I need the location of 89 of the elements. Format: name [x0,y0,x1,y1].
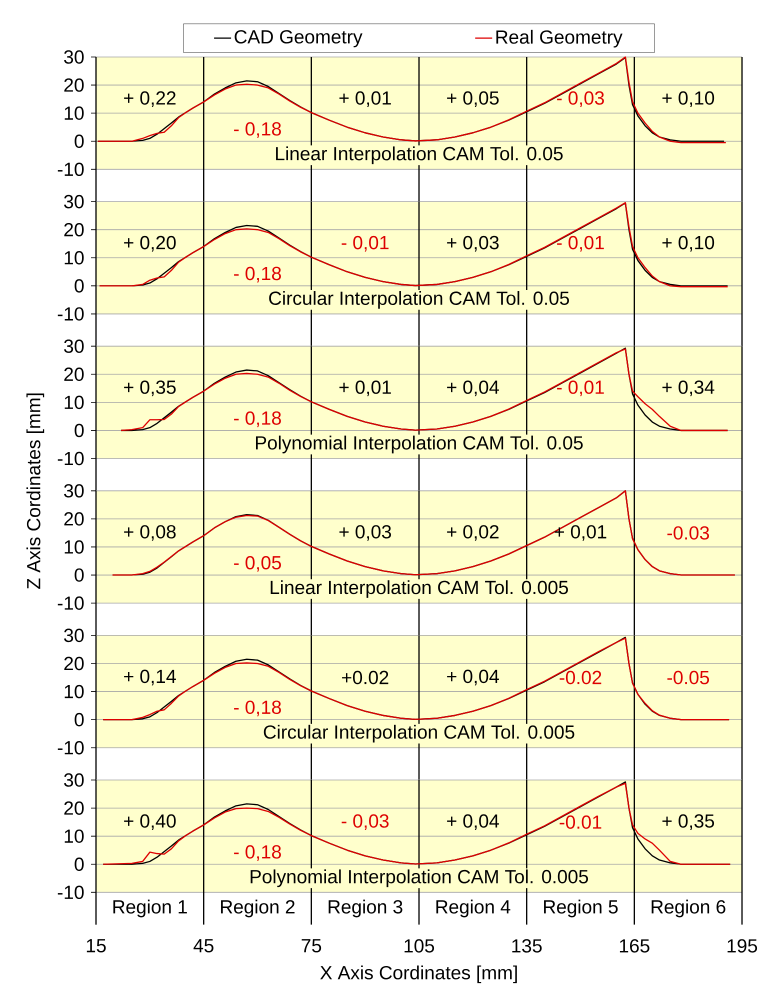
y-tick-label: 30 [64,50,84,64]
y-tick-label: 20 [64,801,84,815]
y-tick-label: 0 [74,279,84,293]
annotation: + 0,01 [339,380,391,396]
annotation: - 0,18 [234,122,281,138]
annotation: - 0,18 [234,700,281,716]
annotation: Region 4 [436,900,510,918]
annotation: + 0,35 [124,380,176,396]
annotation: - 0,01 [557,236,604,252]
annotation: Region 6 [652,900,726,918]
annotation: - 0,03 [342,814,389,830]
annotation: Region 1 [113,900,187,918]
y-tick-label: -10 [58,740,84,754]
y-axis-title: Z Axis Cordinates [mm] [26,393,44,589]
y-tick-label: 10 [64,829,84,843]
y-tick-label: 30 [64,484,84,498]
annotation: Region 2 [221,900,295,918]
legend-label: Real Geometry [496,30,623,48]
annotation: - 0,18 [234,266,281,282]
x-tick-label: 195 [728,939,758,953]
text: Circular Interpolation CAM Tol. 0.005 [264,724,574,743]
annotation: + 0,03 [447,236,499,252]
y-tick-label: 0 [74,712,84,726]
annotation: + 0,20 [124,236,176,252]
y-tick-label: 30 [64,339,84,353]
x-tick-label: 15 [86,939,106,952]
y-tick-label: 20 [64,656,84,670]
y-tick-label: 20 [64,512,84,526]
annotation: + 0,35 [662,814,714,830]
x-tick-label: 165 [620,939,650,953]
y-tick-label: 0 [74,424,84,438]
annotation: Region 3 [328,900,402,918]
x-tick-label: 75 [302,939,322,952]
text: Linear Interpolation CAM Tol. 0.005 [270,580,568,598]
annotation: - 0,18 [234,411,281,428]
annotation: + 0,22 [124,91,176,107]
annotation: -0.02 [560,670,602,684]
annotation: + 0,10 [662,91,714,107]
y-tick-label: 20 [64,368,84,382]
legend-label: CAD Geometry [234,30,362,48]
annotation: + 0,04 [447,380,499,396]
annotation: - 0,18 [234,845,281,861]
annotation: + 0,10 [662,236,714,252]
y-tick-label: 30 [64,773,84,787]
annotation: + 0,04 [447,670,499,686]
annotation: + 0,01 [339,91,391,107]
annotation: - 0,01 [557,380,604,396]
annotation: -0.03 [667,526,709,540]
y-tick-label: 30 [64,628,84,642]
text: Polynomial Interpolation CAM Tol. 0.005 [250,869,588,888]
annotation: +0.02 [342,670,388,684]
y-tick-label: 0 [74,134,84,148]
y-tick-label: -10 [58,596,84,610]
y-tick-label: 10 [64,251,84,264]
annotation: + 0,40 [124,814,176,830]
annotation: - 0,05 [234,556,281,572]
annotation: Region 5 [544,900,618,918]
y-tick-label: 0 [74,568,84,582]
annotation: - 0,01 [342,236,389,252]
x-tick-label: 45 [194,939,214,952]
y-tick-label: 10 [64,540,84,554]
y-tick-label: -10 [58,162,84,176]
y-tick-label: 10 [64,396,84,410]
text: Linear Interpolation CAM Tol. 0.05 [276,146,563,164]
annotation: + 0,08 [124,525,176,541]
text: Circular Interpolation CAM Tol. 0.05 [269,291,569,309]
annotation: + 0,05 [447,91,499,107]
annotation: + 0,03 [339,525,391,541]
x-tick-label: 135 [512,939,542,953]
y-tick-label: -10 [58,452,84,466]
y-tick-label: 10 [64,106,84,120]
annotation: + 0,01 [554,525,606,541]
y-tick-label: -10 [58,307,84,321]
y-tick-label: 30 [64,194,84,208]
annotation: -0.01 [560,815,602,829]
x-tick-label: 105 [404,939,434,953]
y-tick-label: 10 [64,684,84,698]
y-tick-label: 20 [64,222,84,236]
y-tick-label: -10 [58,886,84,900]
annotation: -0.05 [667,670,710,684]
y-tick-label: 20 [64,78,84,92]
annotation: + 0,04 [447,814,499,830]
y-tick-label: 0 [74,858,84,871]
annotation: - 0,03 [557,91,604,107]
text: Polynomial Interpolation CAM Tol. 0.05 [256,436,583,454]
x-axis-title: X Axis Cordinates [mm] [320,965,517,984]
annotation: + 0,14 [124,670,176,686]
annotation: + 0,02 [447,525,499,541]
annotation: + 0,34 [662,380,714,396]
